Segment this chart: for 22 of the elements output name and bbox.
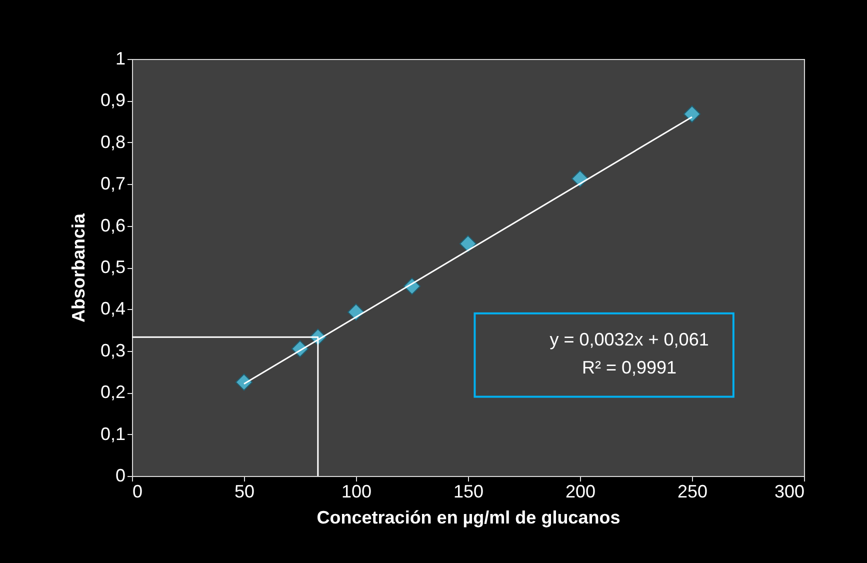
x-tick-label: 300 (774, 482, 804, 502)
x-tick-label: 150 (453, 482, 484, 502)
x-tick-label: 0 (132, 482, 143, 502)
x-tick-label: 200 (565, 482, 596, 502)
y-tick-label: 0,9 (100, 90, 126, 110)
annotation: R² = 0,9991 (582, 357, 677, 378)
x-tick-label: 50 (234, 482, 255, 502)
y-tick-label: 0,6 (100, 215, 126, 236)
y-tick-label: 0,2 (100, 382, 126, 402)
y-tick-label: 0,7 (100, 174, 126, 194)
x-tick-label: 250 (677, 482, 708, 502)
y-tick-label: 0,5 (100, 257, 126, 277)
y-tick-label: 0,4 (100, 298, 126, 319)
annotation: y = 0,0032x + 0,061 (550, 329, 709, 350)
y-axis-title: Absorbancia (68, 212, 88, 323)
y-tick-label: 0,1 (100, 424, 126, 444)
x-axis-title: Concetración en µg/ml de glucanos (316, 508, 620, 528)
y-tick-label: 0,3 (100, 340, 126, 360)
y-tick-label: 0,8 (100, 132, 126, 152)
y-tick-label: 1 (115, 48, 126, 68)
x-tick-label: 100 (341, 482, 372, 502)
y-tick-label: 0 (115, 466, 126, 486)
